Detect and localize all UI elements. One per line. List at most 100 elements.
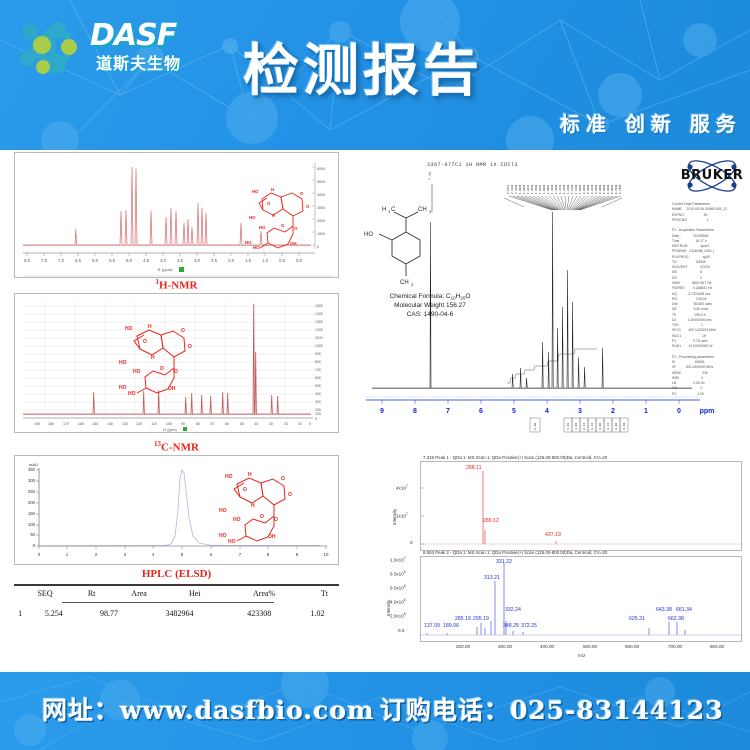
svg-text:1.1480: 1.1480 — [575, 184, 578, 194]
ms2-peak-295: 295.19 — [473, 616, 489, 622]
svg-text:0: 0 — [38, 552, 41, 557]
svg-text:1.9344: 1.9344 — [527, 184, 530, 194]
svg-text:0.5: 0.5 — [279, 258, 285, 263]
svg-text:1000: 1000 — [315, 344, 323, 348]
svg-text:OH: OH — [268, 534, 276, 540]
bruker-nmr-spectrum: 3367-077C1 1H NMR in CDCl3 7.26 2.1641 2… — [364, 162, 715, 433]
svg-text:180: 180 — [48, 422, 54, 426]
ms-xtick-500: 500.00 — [583, 644, 598, 649]
svg-text:6: 6 — [210, 552, 213, 557]
svg-text:300: 300 — [28, 478, 36, 483]
svg-text:3.06: 3.06 — [599, 423, 602, 430]
svg-text:H: H — [148, 324, 152, 330]
svg-text:10: 10 — [298, 422, 302, 426]
svg-text:0.9680: 0.9680 — [587, 184, 590, 194]
logo-chinese-name: 道斯夫生物 — [96, 54, 182, 73]
svg-text:500: 500 — [315, 384, 321, 388]
svg-text:f1 (ppm): f1 (ppm) — [158, 267, 174, 272]
svg-text:110: 110 — [151, 422, 157, 426]
svg-text:0: 0 — [317, 245, 319, 249]
company-logo: DASF 道斯夫生物 — [12, 10, 202, 84]
ms2-ytick-0: 0.0 — [398, 628, 405, 633]
svg-text:O: O — [288, 492, 292, 498]
svg-text:3: 3 — [411, 282, 414, 287]
svg-text:1200: 1200 — [315, 328, 323, 332]
structure-catalpol-hplc — [233, 477, 286, 542]
svg-text:O: O — [281, 223, 285, 228]
ms2-peak-332: 332.24 — [505, 607, 521, 613]
svg-text:2: 2 — [611, 408, 615, 415]
svg-text:8.0: 8.0 — [24, 258, 30, 263]
svg-text:HO: HO — [119, 385, 127, 391]
ms-xtick-300: 300.00 — [498, 644, 513, 649]
cnmr-caption-text: C-NMR — [161, 441, 199, 454]
ms1-peak-289: 289.12 — [483, 518, 499, 524]
ms-xtick-700: 700.00 — [668, 644, 683, 649]
svg-text:130: 130 — [122, 422, 128, 426]
svg-text:HO: HO — [245, 240, 252, 245]
svg-text:2.1482: 2.1482 — [511, 184, 514, 194]
svg-text:6: 6 — [479, 408, 483, 415]
svg-text:ppm: ppm — [700, 408, 715, 415]
svg-text:O: O — [143, 339, 147, 345]
svg-text:1.6060: 1.6060 — [543, 184, 546, 194]
nmr-parameters: Current Data Parameters NAME 2019-05-06 … — [672, 202, 728, 396]
ms2-peak-625: 625.31 — [629, 616, 645, 622]
svg-text:3: 3 — [578, 408, 582, 415]
svg-text:5.5: 5.5 — [109, 258, 115, 263]
ms-panel-1-title: 7.315 Peak 1 - QDa 1: MS Scan 1: QDa Pos… — [423, 455, 608, 460]
hplc-panel: mAU 350 300 250 200 150 100 50 0 — [14, 455, 339, 565]
ms-xlabel: m/z — [578, 653, 586, 658]
footer-website[interactable]: 网址：www.dasfbio.com — [42, 696, 375, 725]
hnmr-caption: 1H-NMR — [14, 278, 339, 292]
ms-panel-2 — [420, 556, 743, 642]
th-seq: SEQ — [37, 588, 53, 598]
hplc-result-table: SEQ Rt Area Hei Area% Tt 1 5.254 98.77 — [14, 584, 339, 622]
table-header-row: SEQ Rt Area Hei Area% Tt — [14, 586, 339, 602]
svg-text:2: 2 — [95, 552, 98, 557]
svg-text:3.0: 3.0 — [194, 258, 200, 263]
svg-text:400: 400 — [315, 392, 321, 396]
svg-text:O: O — [260, 514, 264, 520]
page-header: DASF 道斯夫生物 检测报告 标准 创新 服务 — [0, 0, 750, 150]
svg-text:10: 10 — [324, 552, 329, 557]
svg-text:O: O — [243, 487, 247, 493]
svg-text:HO: HO — [119, 360, 127, 366]
svg-text:7.26: 7.26 — [429, 172, 433, 180]
svg-text:0.0: 0.0 — [296, 258, 302, 263]
svg-text:0.7560: 0.7560 — [619, 184, 622, 194]
svg-text:H: H — [251, 503, 255, 509]
ms1-ylabel: Intensity — [392, 508, 397, 525]
svg-text:O: O — [188, 344, 192, 350]
svg-text:H: H — [271, 187, 274, 192]
svg-text:3.5: 3.5 — [177, 258, 183, 263]
ms2-peak-313: 313.21 — [484, 575, 500, 581]
svg-text:1000: 1000 — [317, 232, 325, 236]
svg-text:140: 140 — [107, 422, 113, 426]
svg-text:O: O — [294, 226, 298, 231]
svg-text:HO: HO — [225, 474, 233, 480]
cell-seq: 1 — [18, 608, 23, 618]
svg-text:f1 (ppm): f1 (ppm) — [163, 428, 176, 432]
structure-catalpol-cnmr — [133, 329, 186, 394]
svg-text:80: 80 — [196, 422, 200, 426]
ms1-ytick-2e7: 2x107 — [396, 512, 408, 519]
svg-text:0.8890: 0.8890 — [599, 184, 602, 194]
svg-text:1.9655: 1.9655 — [523, 184, 526, 194]
hplc-caption: HPLC (ELSD) — [141, 568, 212, 580]
svg-text:0.8360: 0.8360 — [607, 184, 610, 194]
svg-text:120: 120 — [136, 422, 142, 426]
svg-text:HO: HO — [233, 517, 241, 523]
svg-text:3367-077C1 1H NMR in CDCl3: 3367-077C1 1H NMR in CDCl3 — [427, 162, 518, 168]
svg-text:1.3455: 1.3455 — [563, 184, 566, 194]
svg-text:700: 700 — [315, 368, 321, 372]
svg-text:HO: HO — [253, 245, 260, 250]
cell-hei: 3482964 — [165, 608, 194, 618]
svg-text:H: H — [382, 207, 386, 213]
footer-network-pattern — [0, 672, 750, 750]
bruker-wordmark: BRUKER — [680, 168, 744, 183]
ms-xtick-800: 800.00 — [710, 644, 725, 649]
svg-text:4.5: 4.5 — [143, 258, 149, 263]
